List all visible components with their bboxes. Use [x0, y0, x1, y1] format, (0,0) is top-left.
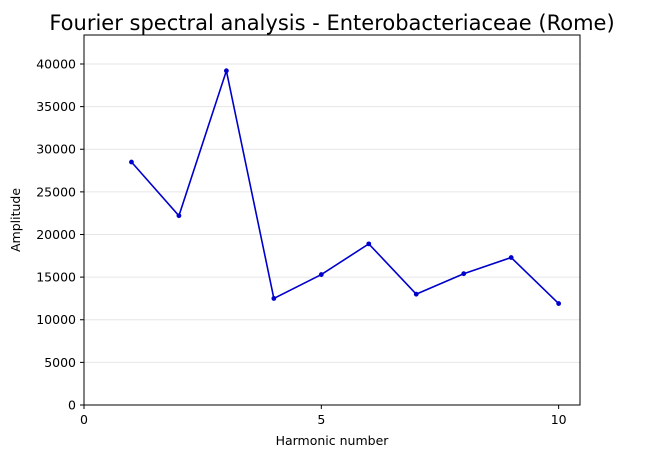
data-point-7 — [413, 291, 419, 297]
grid-lines — [84, 63, 580, 363]
y-tick-label-4: 20000 — [36, 227, 76, 242]
data-point-5 — [318, 272, 324, 277]
data-point-1 — [129, 159, 134, 165]
data-point-6 — [366, 241, 372, 247]
y-tick-label-2: 10000 — [36, 312, 76, 327]
data-point-8 — [461, 271, 467, 277]
x-tick-label-2: 10 — [551, 412, 567, 427]
chart-title: Fourier spectral analysis - Enterobacter… — [49, 11, 614, 35]
data-point-10 — [556, 301, 562, 306]
y-tick-label-3: 15000 — [36, 270, 76, 285]
y-tick-label-0: 0 — [68, 398, 76, 413]
plot-frame — [83, 34, 581, 406]
x-tick-label-1: 5 — [317, 412, 325, 427]
data-point-2 — [176, 213, 182, 219]
y-axis-ticks: 0 5000 10000 15000 20000 25000 30000 35000 40000 — [36, 56, 84, 413]
y-tick-label-6: 30000 — [36, 142, 76, 157]
series-line-0 — [130, 67, 560, 305]
y-tick-label-7: 35000 — [36, 99, 76, 114]
y-tick-label-5: 25000 — [36, 184, 76, 199]
x-tick-label-0: 0 — [80, 412, 88, 427]
x-axis-label: Harmonic number — [276, 433, 390, 448]
y-tick-label-8: 40000 — [36, 56, 76, 71]
y-axis-label: Amplitude — [8, 188, 23, 252]
series-layer — [129, 67, 562, 306]
data-point-9 — [508, 255, 514, 260]
data-point-4 — [271, 296, 277, 301]
x-axis-ticks: 0 5 10 — [80, 405, 567, 427]
data-point-3 — [223, 68, 229, 74]
y-tick-label-1: 5000 — [44, 355, 76, 370]
